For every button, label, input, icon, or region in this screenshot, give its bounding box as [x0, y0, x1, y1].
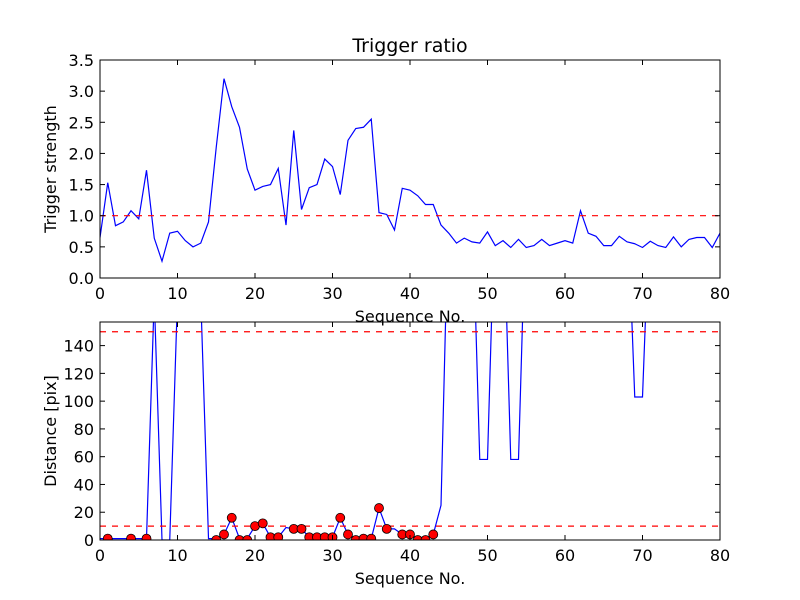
x-tick-label: 20: [245, 284, 265, 303]
x-tick-label: 60: [555, 284, 575, 303]
data-point-marker: [381, 523, 392, 534]
x-tick-label: 0: [95, 546, 105, 565]
y-tick-label: 0.5: [69, 238, 94, 257]
x-tick-label: 50: [477, 546, 497, 565]
y-tick-label: 2.5: [69, 113, 94, 132]
y-tick-label: 3.5: [69, 51, 94, 70]
data-point-marker: [242, 535, 253, 540]
data-point-marker: [350, 535, 361, 540]
data-point-marker: [412, 535, 423, 540]
y-tick-label: 0: [84, 531, 94, 550]
panel-distance: 0 10 20 30 40 50 60 70 80 0 20 40 60 80 100 120 140 Seque…: [41, 321, 730, 588]
y-tick-label: 60: [74, 448, 94, 467]
data-point-marker: [296, 523, 307, 534]
data-point-marker: [374, 503, 384, 513]
x-tick-label: 80: [710, 546, 730, 565]
y-tick-label: 80: [74, 420, 94, 439]
x-tick-label: 30: [322, 284, 342, 303]
series-line: [100, 78, 720, 264]
x-tick-label: 40: [400, 546, 420, 565]
y-tick-label: 20: [74, 503, 94, 522]
y-tick-label: 1.0: [69, 207, 94, 226]
plot-area: [100, 322, 720, 540]
panel-trigger-ratio: 0 10 20 30 40 50 60 70 80 0.0 0.5 1.0 1.5 2.0 2.5 3.0 3.…: [41, 35, 730, 326]
x-axis-label: Sequence No.: [355, 307, 466, 326]
data-point-marker: [141, 533, 152, 540]
y-tick-label: 100: [63, 392, 94, 411]
x-tick-label: 60: [555, 546, 575, 565]
data-point-marker: [428, 529, 439, 540]
x-tick-label: 80: [710, 284, 730, 303]
data-point-marker: [211, 535, 222, 540]
data-point-marker: [226, 512, 237, 523]
y-tick-label: 3.0: [69, 82, 94, 101]
data-point-marker: [366, 533, 377, 540]
y-tick-label: 2.0: [69, 144, 94, 163]
plot-area: [100, 78, 720, 264]
y-tick-label: 40: [74, 475, 94, 494]
y-axis-label: Trigger strength: [41, 105, 60, 234]
data-point-marker: [273, 532, 284, 540]
x-tick-label: 70: [632, 546, 652, 565]
x-tick-label: 40: [400, 284, 420, 303]
y-tick-label: 120: [63, 364, 94, 383]
x-tick-label: 0: [95, 284, 105, 303]
data-point-marker: [420, 535, 431, 540]
data-point-marker: [335, 512, 346, 523]
data-point-marker: [102, 533, 113, 540]
y-tick-label: 140: [63, 337, 94, 356]
x-tick-label: 10: [167, 284, 187, 303]
y-tick-label: 0.0: [69, 269, 94, 288]
data-point-marker: [343, 529, 353, 540]
x-axis-label: Sequence No.: [355, 569, 466, 588]
x-tick-label: 20: [245, 546, 265, 565]
x-tick-label: 70: [632, 284, 652, 303]
data-point-marker: [219, 529, 229, 540]
x-tick-label: 10: [167, 546, 187, 565]
x-tick-label: 30: [322, 546, 342, 565]
data-point-marker: [234, 535, 245, 540]
data-point-marker: [257, 518, 268, 529]
chart-title: Trigger ratio: [351, 35, 467, 57]
x-tick-label: 50: [477, 284, 497, 303]
y-axis-label: Distance [pix]: [41, 375, 60, 487]
data-point-marker: [126, 533, 136, 540]
y-tick-label: 1.5: [69, 176, 94, 195]
